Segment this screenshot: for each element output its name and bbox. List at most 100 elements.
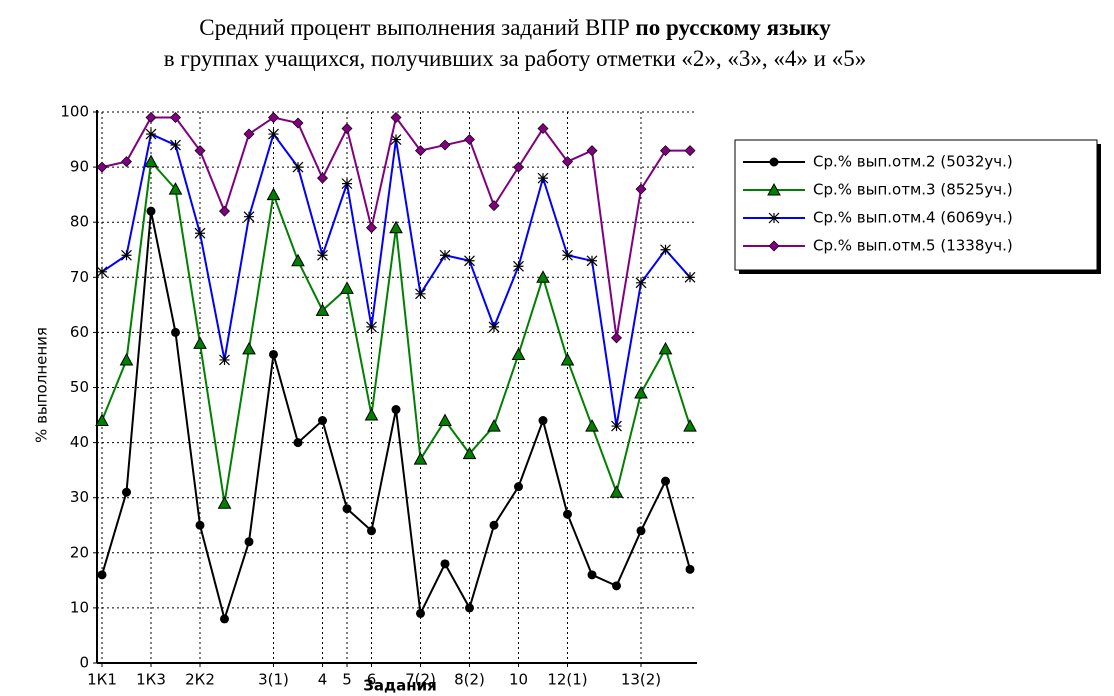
marker xyxy=(660,244,671,256)
marker xyxy=(562,249,573,261)
marker xyxy=(464,255,475,267)
marker xyxy=(464,134,475,146)
x-tick-label: 8(2) xyxy=(454,671,485,689)
marker xyxy=(96,161,108,173)
marker xyxy=(611,332,622,344)
marker xyxy=(366,222,377,234)
x-tick-label: 7(2) xyxy=(405,671,436,689)
marker xyxy=(586,255,598,267)
legend-label: Ср.% вып.отм.3 (8525уч.) xyxy=(813,181,1013,199)
x-tick-label: 2К2 xyxy=(185,671,215,689)
marker xyxy=(318,416,327,426)
legend-marker xyxy=(767,182,781,196)
marker xyxy=(243,128,255,140)
marker xyxy=(121,249,132,261)
marker xyxy=(635,183,647,195)
marker xyxy=(462,446,477,460)
x-tick-label: 4 xyxy=(318,671,328,689)
marker xyxy=(244,537,254,547)
marker xyxy=(658,341,673,355)
marker xyxy=(341,123,353,135)
marker xyxy=(609,485,624,498)
x-tick-label: 5 xyxy=(342,671,352,689)
legend-marker xyxy=(768,212,780,224)
marker xyxy=(487,419,501,432)
marker xyxy=(121,156,132,168)
marker xyxy=(171,327,180,337)
marker xyxy=(536,270,550,283)
marker xyxy=(170,139,181,151)
y-tick-label: 40 xyxy=(70,433,89,451)
legend-label: Ср.% вып.отм.2 (5032уч.) xyxy=(813,153,1013,171)
marker xyxy=(293,438,303,448)
marker xyxy=(683,419,697,432)
marker xyxy=(439,249,451,261)
y-tick-label: 20 xyxy=(70,543,89,561)
marker xyxy=(563,509,572,519)
marker xyxy=(611,420,622,432)
y-tick-label: 30 xyxy=(70,488,89,506)
marker xyxy=(220,614,229,624)
marker xyxy=(269,349,278,359)
marker xyxy=(413,452,428,465)
marker xyxy=(684,145,696,157)
x-tick-label: 10 xyxy=(509,671,528,689)
marker xyxy=(292,161,304,173)
marker xyxy=(145,128,157,140)
legend-marker xyxy=(769,157,779,167)
y-tick-label: 50 xyxy=(70,378,89,396)
marker xyxy=(415,145,426,157)
title-block: Средний процент выполнения заданий ВПР п… xyxy=(0,12,1030,74)
marker xyxy=(97,570,107,580)
y-tick-label: 10 xyxy=(70,598,89,616)
y-tick-label: 70 xyxy=(70,268,89,286)
marker xyxy=(390,134,402,145)
marker xyxy=(438,413,452,427)
marker xyxy=(119,352,134,366)
marker xyxy=(170,112,181,124)
marker xyxy=(168,182,183,195)
marker xyxy=(145,112,157,124)
x-tick-label: 13(2) xyxy=(621,671,661,689)
chart-title: Средний процент выполнения заданий ВПР xyxy=(199,15,630,40)
marker xyxy=(144,154,158,168)
marker xyxy=(513,260,524,272)
legend-marker xyxy=(768,240,780,252)
marker xyxy=(513,161,524,173)
marker xyxy=(292,117,304,129)
marker xyxy=(193,336,207,349)
marker xyxy=(537,172,549,184)
marker xyxy=(195,520,205,530)
marker xyxy=(194,227,206,239)
marker xyxy=(488,321,500,333)
marker xyxy=(634,385,648,399)
marker xyxy=(585,419,599,432)
y-tick-label: 100 xyxy=(60,103,89,121)
marker xyxy=(242,341,256,355)
marker xyxy=(194,145,206,157)
y-tick-label: 90 xyxy=(70,158,89,176)
marker xyxy=(562,156,573,168)
marker xyxy=(488,200,500,212)
marker xyxy=(122,487,131,497)
title-line: Средний процент выполнения заданий ВПР п… xyxy=(0,12,1030,43)
x-tick-label: 12(1) xyxy=(547,671,587,689)
marker xyxy=(367,526,376,536)
marker xyxy=(389,220,403,234)
marker xyxy=(342,504,352,514)
marker xyxy=(315,303,330,316)
y-tick-label: 60 xyxy=(70,323,89,341)
marker xyxy=(612,581,621,591)
marker xyxy=(217,496,232,509)
y-tick-label: 80 xyxy=(70,213,89,231)
chart-subtitle: в группах учащихся, получивших за работу… xyxy=(163,46,867,71)
marker xyxy=(340,281,354,294)
marker xyxy=(96,266,108,278)
marker xyxy=(317,172,328,184)
marker xyxy=(661,476,670,486)
marker xyxy=(390,112,402,124)
y-axis-label: % выполнения xyxy=(33,327,51,443)
marker xyxy=(341,178,353,190)
